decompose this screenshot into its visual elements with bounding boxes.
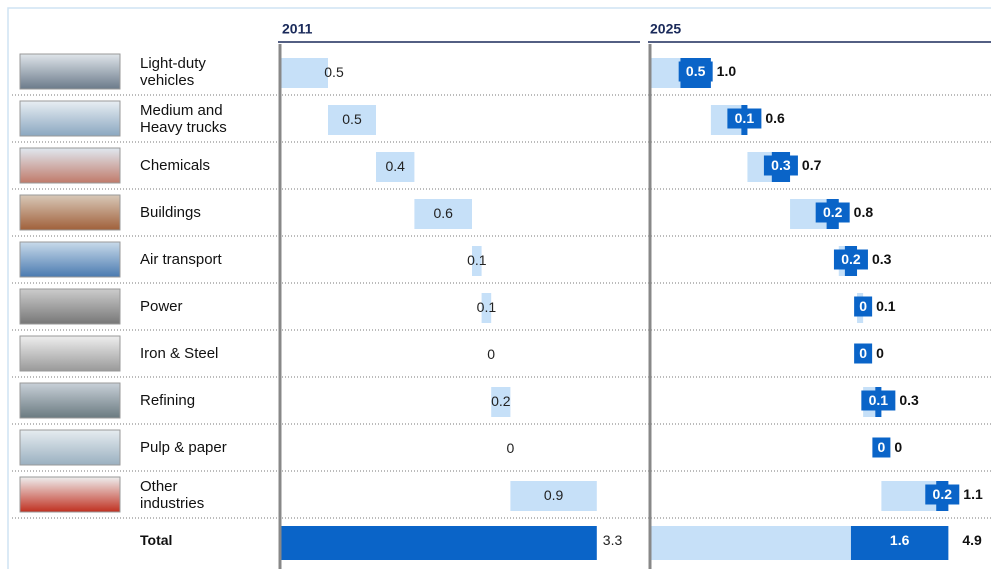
value-label: 0.1 bbox=[467, 252, 487, 268]
category-label: Chemicals bbox=[140, 142, 245, 189]
total-label: 1.0 bbox=[717, 63, 737, 79]
category-label: Pulp & paper bbox=[140, 424, 245, 471]
total-base-bar bbox=[650, 526, 851, 560]
total-label: 0 bbox=[876, 345, 884, 361]
category-icon bbox=[20, 430, 120, 465]
category-icon bbox=[20, 242, 120, 277]
category-label: Power bbox=[140, 283, 245, 330]
increment-label: 0.2 bbox=[841, 251, 861, 267]
base-bar bbox=[650, 58, 680, 88]
increment-label: 0.1 bbox=[735, 110, 755, 126]
bar bbox=[280, 58, 328, 88]
total-increment-label: 1.6 bbox=[890, 532, 910, 548]
value-label: 0.2 bbox=[491, 393, 511, 409]
value-label: 0.4 bbox=[385, 158, 405, 174]
increment-label: 0 bbox=[859, 298, 867, 314]
increment-label: 0 bbox=[877, 439, 885, 455]
total-label: 0.3 bbox=[872, 251, 892, 267]
category-label: Buildings bbox=[140, 189, 245, 236]
total-label: 0.8 bbox=[854, 204, 874, 220]
increment-label: 0.2 bbox=[823, 204, 843, 220]
total-bar bbox=[280, 526, 597, 560]
total-label: 0 bbox=[894, 439, 902, 455]
value-label: 0.1 bbox=[477, 299, 497, 315]
total-value: 4.9 bbox=[962, 532, 982, 548]
category-icon bbox=[20, 289, 120, 324]
category-label: Other industries bbox=[140, 471, 245, 518]
total-label: 1.1 bbox=[963, 486, 983, 502]
page: 2011 2025 0.5 0.5 1.0 0.5 0.1 0.6 0.4 0.3 0.7 0.6… bbox=[0, 0, 991, 569]
panel-title: 2025 bbox=[650, 21, 681, 37]
value-label: 0 bbox=[487, 346, 495, 362]
increment-label: 0.1 bbox=[869, 392, 889, 408]
total-category: Total bbox=[140, 532, 172, 548]
total-label: 0.3 bbox=[899, 392, 919, 408]
panel-title: 2011 bbox=[282, 21, 313, 37]
increment-label: 0.5 bbox=[686, 63, 706, 79]
total-label: 0.6 bbox=[765, 110, 785, 126]
value-label: 0.5 bbox=[342, 111, 362, 127]
category-icon bbox=[20, 101, 120, 136]
total-value: 3.3 bbox=[603, 532, 623, 548]
value-label: 0.6 bbox=[433, 205, 453, 221]
value-label: 0.5 bbox=[324, 64, 344, 80]
category-icon bbox=[20, 383, 120, 418]
category-icon bbox=[20, 54, 120, 89]
category-icon bbox=[20, 148, 120, 183]
total-label: 0.7 bbox=[802, 157, 822, 173]
category-label: Medium and Heavy trucks bbox=[140, 95, 245, 142]
category-label: Refining bbox=[140, 377, 245, 424]
increment-label: 0.3 bbox=[771, 157, 791, 173]
category-icon bbox=[20, 336, 120, 371]
total-label: 0.1 bbox=[876, 298, 896, 314]
increment-label: 0 bbox=[859, 345, 867, 361]
value-label: 0 bbox=[507, 440, 515, 456]
category-icon bbox=[20, 477, 120, 512]
category-label: Iron & Steel bbox=[140, 330, 245, 377]
category-label: Light-duty vehicles bbox=[140, 48, 245, 95]
value-label: 0.9 bbox=[544, 487, 564, 503]
category-icon bbox=[20, 195, 120, 230]
category-label: Air transport bbox=[140, 236, 245, 283]
increment-label: 0.2 bbox=[933, 486, 953, 502]
